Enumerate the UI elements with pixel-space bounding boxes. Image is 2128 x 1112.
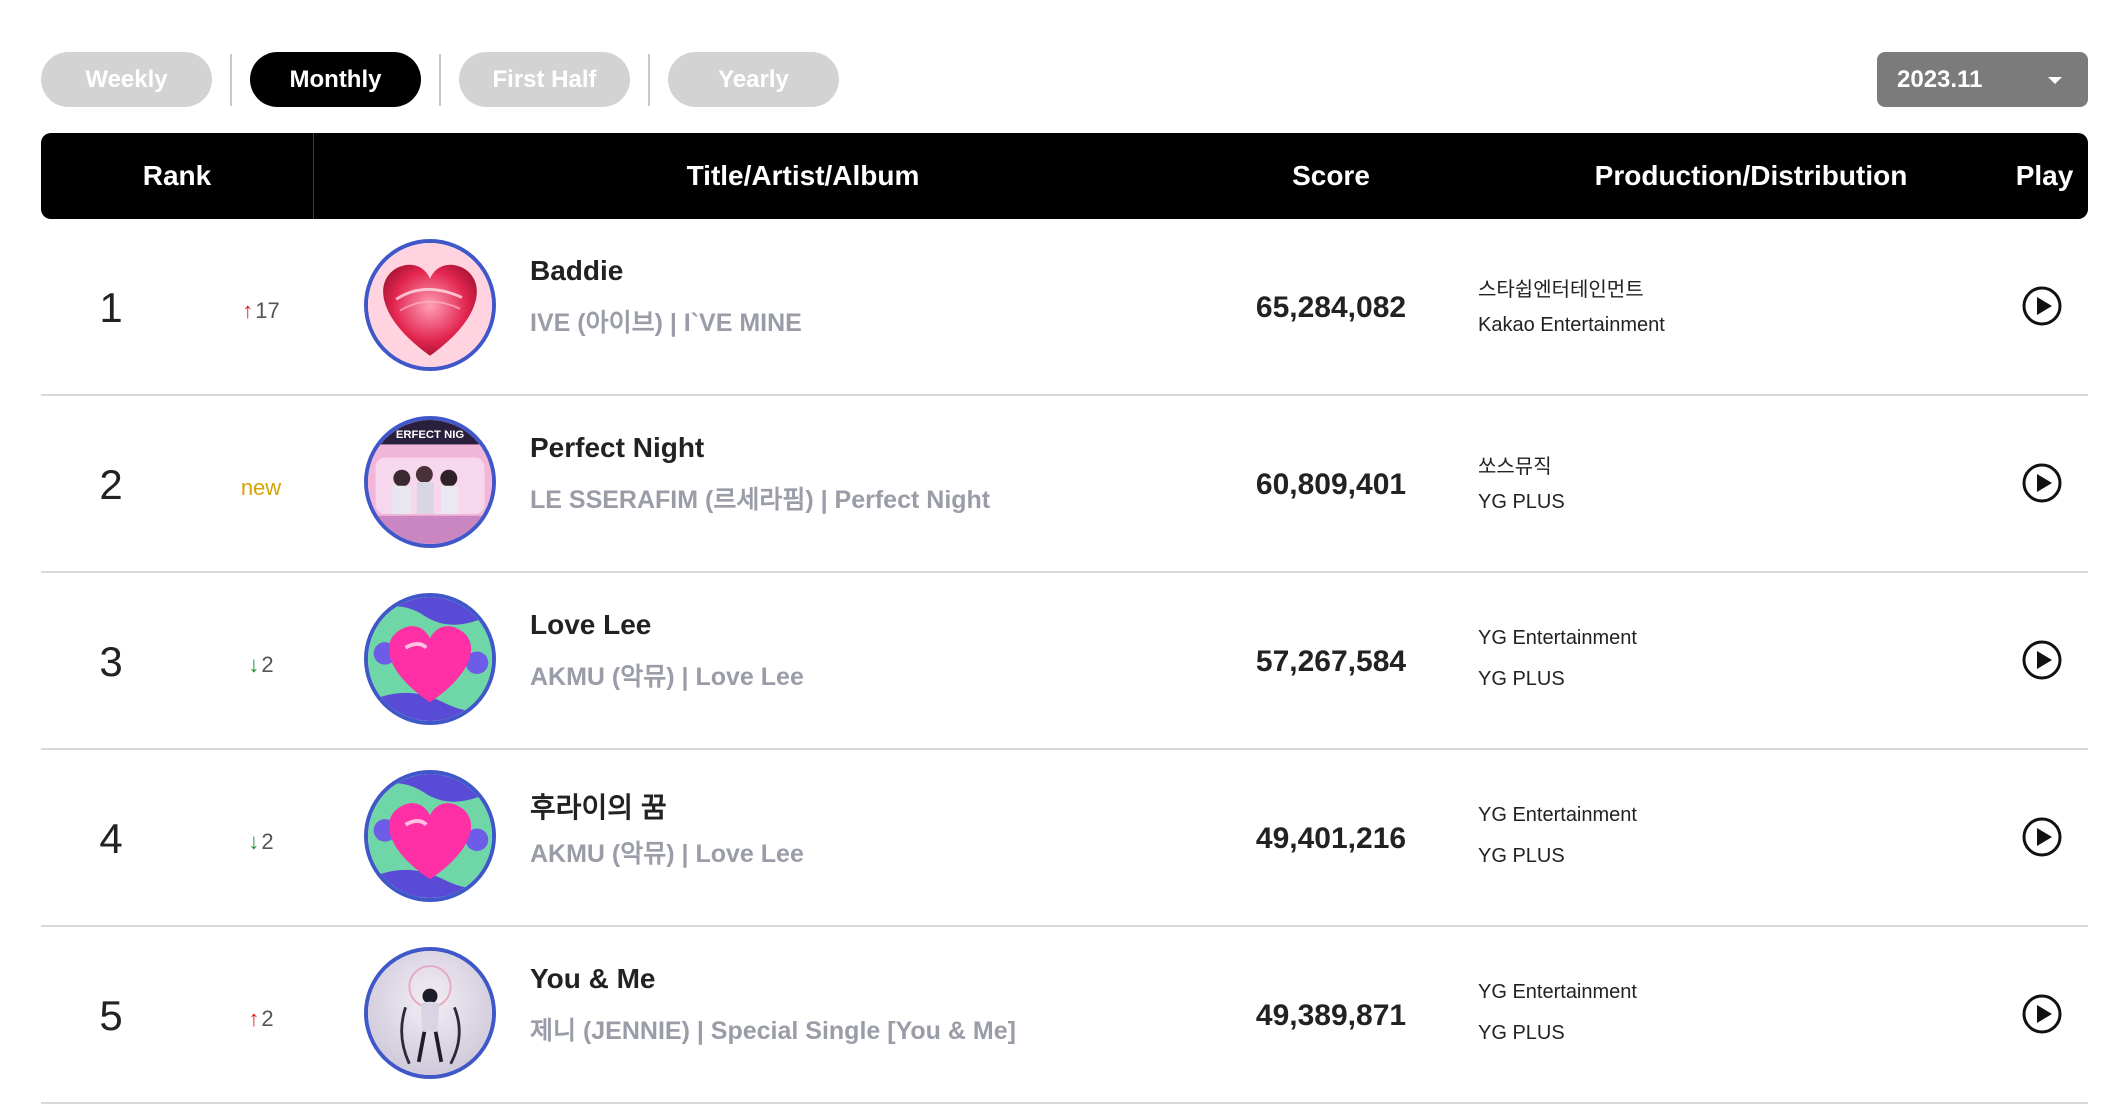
rank-change: ↓ 2: [221, 652, 301, 678]
up-arrow-icon: ↑: [242, 298, 254, 323]
table-row: 3 ↓ 2 Love Lee AKMU (악뮤) | Love Lee 57,2…: [41, 573, 2088, 750]
distribution-company: YG PLUS: [1478, 668, 1565, 690]
rank-number: 2: [99, 460, 123, 508]
chart-list: 1 ↑ 17 Baddie IVE (아이브) | I`VE: [41, 219, 2088, 1104]
distribution-company: YG PLUS: [1478, 1022, 1565, 1044]
play-circle-icon[interactable]: [2021, 285, 2063, 327]
tab-yearly[interactable]: Yearly: [668, 52, 839, 107]
period-tabs: Weekly Monthly First Half Yearly: [41, 52, 839, 107]
tab-divider: [439, 53, 441, 106]
artist-album[interactable]: 제니 (JENNIE) | Special Single [You & Me]: [530, 1017, 1016, 1045]
distribution-company: YG PLUS: [1478, 491, 1565, 513]
chevron-down-icon: [2048, 77, 2062, 84]
header-title-artist-album: Title/Artist/Album: [686, 160, 920, 191]
production-company: 스타쉽엔터테인먼트: [1478, 279, 1644, 301]
rank-change-value: 2: [261, 1006, 274, 1031]
rank-change: new: [221, 475, 301, 501]
album-cover: [364, 770, 496, 902]
artist-album[interactable]: IVE (아이브) | I`VE MINE: [530, 309, 802, 337]
distribution-company: Kakao Entertainment: [1478, 314, 1665, 336]
header-rank: Rank: [142, 160, 212, 191]
table-header: Rank Title/Artist/Album Score Production…: [41, 133, 2088, 219]
production-company: YG Entertainment: [1478, 981, 1637, 1003]
rank-change-value: 2: [261, 652, 274, 677]
header-divider: [313, 133, 314, 219]
artist-album[interactable]: AKMU (악뮤) | Love Lee: [530, 840, 804, 868]
production-company: YG Entertainment: [1478, 627, 1637, 649]
rank-change: ↑ 17: [221, 298, 301, 324]
song-title[interactable]: 후라이의 꿈: [530, 792, 667, 823]
rank-number: 4: [99, 814, 123, 862]
rank-change: ↓ 2: [221, 829, 301, 855]
header-production-distribution: Production/Distribution: [1594, 160, 1908, 191]
tab-divider: [230, 53, 232, 106]
score-value: 65,284,082: [1255, 290, 1407, 324]
down-arrow-icon: ↓: [248, 829, 260, 854]
song-title[interactable]: You & Me: [530, 963, 656, 994]
tab-first-half[interactable]: First Half: [459, 52, 630, 107]
song-title[interactable]: Perfect Night: [530, 432, 705, 463]
table-row: 1 ↑ 17 Baddie IVE (아이브) | I`VE: [41, 219, 2088, 396]
table-row: 4 ↓ 2 후라이의 꿈 AKMU (악뮤) | Love Lee 49,401…: [41, 750, 2088, 927]
header-score: Score: [1292, 160, 1370, 191]
rank-number: 5: [99, 991, 123, 1039]
rank-number: 3: [99, 637, 123, 685]
tab-monthly[interactable]: Monthly: [250, 52, 421, 107]
score-value: 57,267,584: [1255, 644, 1407, 678]
period-select-value: 2023.11: [1897, 65, 1983, 93]
tab-weekly[interactable]: Weekly: [41, 52, 212, 107]
play-circle-icon[interactable]: [2021, 462, 2063, 504]
down-arrow-icon: ↓: [248, 652, 260, 677]
score-value: 49,389,871: [1255, 998, 1407, 1032]
rank-change-value: 2: [261, 829, 274, 854]
table-row: 5 ↑ 2 You & Me 제니 (JENNIE): [41, 927, 2088, 1104]
tab-divider: [648, 53, 650, 106]
svg-text:ERFECT NIG: ERFECT NIG: [396, 429, 464, 441]
production-company: 쏘스뮤직: [1478, 456, 1552, 478]
play-circle-icon[interactable]: [2021, 816, 2063, 858]
play-circle-icon[interactable]: [2021, 639, 2063, 681]
song-title[interactable]: Baddie: [530, 255, 624, 286]
score-value: 60,809,401: [1255, 467, 1407, 501]
rank-number: 1: [99, 283, 123, 331]
album-cover: [364, 947, 496, 1079]
play-circle-icon[interactable]: [2021, 993, 2063, 1035]
table-row: 2 new ERFECT NIG Perfect Night LE SSERAF…: [41, 396, 2088, 573]
rank-change-value: 17: [255, 298, 280, 323]
score-value: 49,401,216: [1255, 821, 1407, 855]
period-select[interactable]: 2023.11: [1877, 52, 2088, 107]
album-cover: [364, 239, 496, 371]
production-company: YG Entertainment: [1478, 804, 1637, 826]
artist-album[interactable]: LE SSERAFIM (르세라핌) | Perfect Night: [530, 486, 991, 514]
distribution-company: YG PLUS: [1478, 845, 1565, 867]
album-cover: [364, 593, 496, 725]
song-title[interactable]: Love Lee: [530, 609, 652, 640]
header-play: Play: [2015, 160, 2074, 191]
album-cover: ERFECT NIG: [364, 416, 496, 548]
artist-album[interactable]: AKMU (악뮤) | Love Lee: [530, 663, 804, 691]
rank-change: ↑ 2: [221, 1006, 301, 1032]
rank-change-new: new: [240, 475, 282, 500]
up-arrow-icon: ↑: [248, 1006, 260, 1031]
